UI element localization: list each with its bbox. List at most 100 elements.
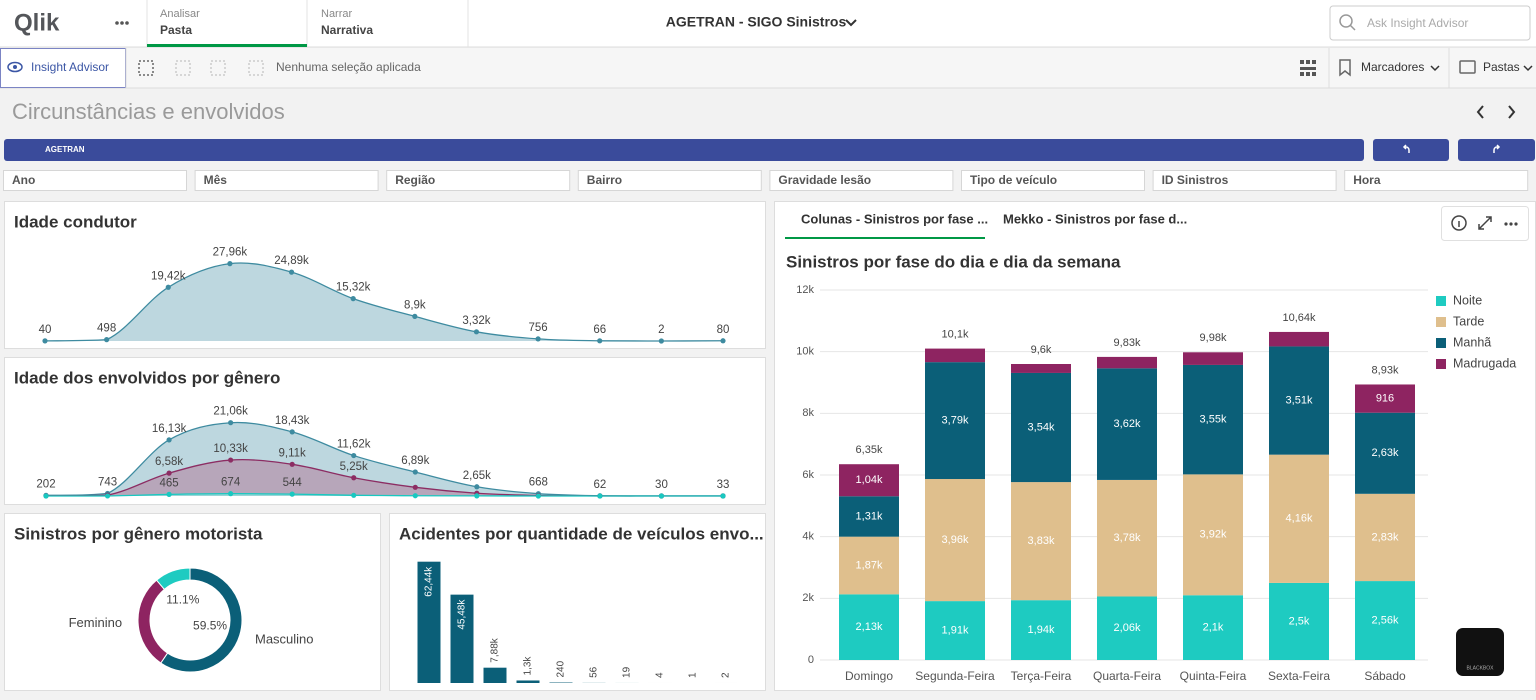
bookmarks-button[interactable]: Marcadores <box>1361 60 1424 74</box>
bar <box>417 561 441 683</box>
legend-label[interactable]: Manhã <box>1453 335 1491 349</box>
filter-box[interactable] <box>194 170 379 191</box>
value-label: 668 <box>529 477 548 489</box>
filter-box[interactable] <box>1152 170 1337 191</box>
bar <box>450 594 474 683</box>
back-button[interactable] <box>1373 139 1449 161</box>
filter-box[interactable] <box>386 170 571 191</box>
smart-search-icon[interactable] <box>138 60 154 76</box>
menu-dot[interactable] <box>125 21 129 25</box>
chart-title: Sinistros por fase do dia e dia da seman… <box>786 252 1121 271</box>
bar-segment <box>925 362 985 480</box>
bar-segment <box>1355 493 1415 582</box>
bar-segment <box>1011 482 1071 601</box>
point <box>351 492 357 498</box>
legend-label[interactable]: Noite <box>1453 293 1482 307</box>
chevron[interactable] <box>1523 65 1533 72</box>
search-placeholder[interactable]: Ask Insight Advisor <box>1367 16 1468 30</box>
chevron[interactable] <box>1430 65 1440 72</box>
point <box>658 338 664 344</box>
value-label: 80 <box>717 324 730 336</box>
bar-segment <box>1011 372 1071 483</box>
value-label: 5,25k <box>340 461 368 473</box>
tab-sub[interactable]: Narrativa <box>321 23 373 37</box>
legend-swatch[interactable] <box>1436 317 1446 327</box>
filter-box[interactable] <box>769 170 954 191</box>
point <box>104 337 110 343</box>
tab-label[interactable]: Analisar <box>160 8 200 20</box>
value-label: 59.5% <box>193 618 227 632</box>
legend-swatch[interactable] <box>1436 359 1446 369</box>
value-label: 1,3k <box>523 656 534 676</box>
container-tab[interactable]: Mekko - Sinistros por fase d... <box>1003 211 1187 226</box>
bar-segment <box>1097 479 1157 597</box>
legend-swatch[interactable] <box>1436 296 1446 306</box>
bookmark-icon[interactable] <box>1339 59 1351 77</box>
more-dot[interactable] <box>1504 222 1508 226</box>
point <box>166 437 172 443</box>
value-label: 19 <box>622 666 633 678</box>
legend-swatch[interactable] <box>1436 338 1446 348</box>
insight-label[interactable]: Insight Advisor <box>31 60 109 74</box>
tab-sub[interactable]: Pasta <box>160 23 192 37</box>
y-tick-label: 10k <box>796 346 814 358</box>
container-tab[interactable]: Colunas - Sinistros por fase ... <box>801 211 988 226</box>
search-box[interactable] <box>1329 5 1531 41</box>
badge[interactable] <box>1456 628 1504 676</box>
expand-icon[interactable] <box>1478 216 1492 230</box>
x-tick-label: Sexta-Feira <box>1268 669 1330 683</box>
filter-label[interactable]: Gravidade lesão <box>778 173 871 187</box>
point <box>166 491 172 497</box>
filter-box[interactable] <box>961 170 1145 191</box>
filter-box[interactable] <box>3 170 187 191</box>
filter-label[interactable]: Hora <box>1353 173 1381 187</box>
app-title[interactable]: AGETRAN - SIGO Sinistros <box>666 14 847 30</box>
filter-label[interactable]: Região <box>395 173 435 187</box>
value-label: 3,62k <box>1114 418 1141 430</box>
sheets-button[interactable]: Pastas <box>1483 60 1520 74</box>
more-dot[interactable] <box>1509 222 1513 226</box>
forward-button[interactable] <box>1458 139 1535 161</box>
total-label: 10,64k <box>1282 312 1316 324</box>
point <box>165 284 171 290</box>
menu-dot[interactable] <box>120 21 124 25</box>
tab-label[interactable]: Narrar <box>321 8 353 20</box>
clear-icon[interactable] <box>248 60 264 76</box>
next-sheet[interactable] <box>1508 105 1516 119</box>
area-fill <box>45 262 723 341</box>
filter-label[interactable]: Mês <box>204 173 228 187</box>
x-tick-label: Quinta-Feira <box>1180 669 1247 683</box>
filter-label[interactable]: Tipo de veículo <box>970 173 1057 187</box>
point <box>288 269 295 275</box>
step-back-icon[interactable] <box>175 60 191 76</box>
value-label: 2,83k <box>1372 531 1399 543</box>
step-forward-icon[interactable] <box>210 60 226 76</box>
prev-sheet[interactable] <box>1476 105 1484 119</box>
chevron[interactable] <box>845 19 857 27</box>
value-label: 2,06k <box>1114 622 1141 634</box>
point <box>412 469 418 475</box>
sheet-title: Circunstâncias e envolvidos <box>12 99 285 124</box>
filter-box[interactable] <box>1344 170 1529 191</box>
filter-label[interactable]: Ano <box>12 173 35 187</box>
more-dot[interactable] <box>1514 222 1518 226</box>
filter-label[interactable]: ID Sinistros <box>1162 173 1229 187</box>
point <box>412 493 418 499</box>
value-label: 15,32k <box>336 282 371 294</box>
value-label: 27,96k <box>213 247 248 259</box>
sheets-icon[interactable] <box>1459 60 1476 74</box>
total-label: 6,35k <box>856 444 883 456</box>
logo[interactable]: Qlik <box>14 9 60 36</box>
bar-segment <box>1097 368 1157 480</box>
filter-label[interactable]: Bairro <box>587 173 622 187</box>
value-label: 916 <box>1376 393 1394 405</box>
grid-icon[interactable] <box>1300 60 1316 76</box>
info-icon[interactable] <box>1451 215 1467 231</box>
filter-box[interactable] <box>577 170 762 191</box>
legend-label[interactable]: Madrugada <box>1453 356 1516 370</box>
menu-dot[interactable] <box>115 21 119 25</box>
legend-label[interactable]: Tarde <box>1453 314 1484 328</box>
value-label: 24,89k <box>274 255 309 267</box>
